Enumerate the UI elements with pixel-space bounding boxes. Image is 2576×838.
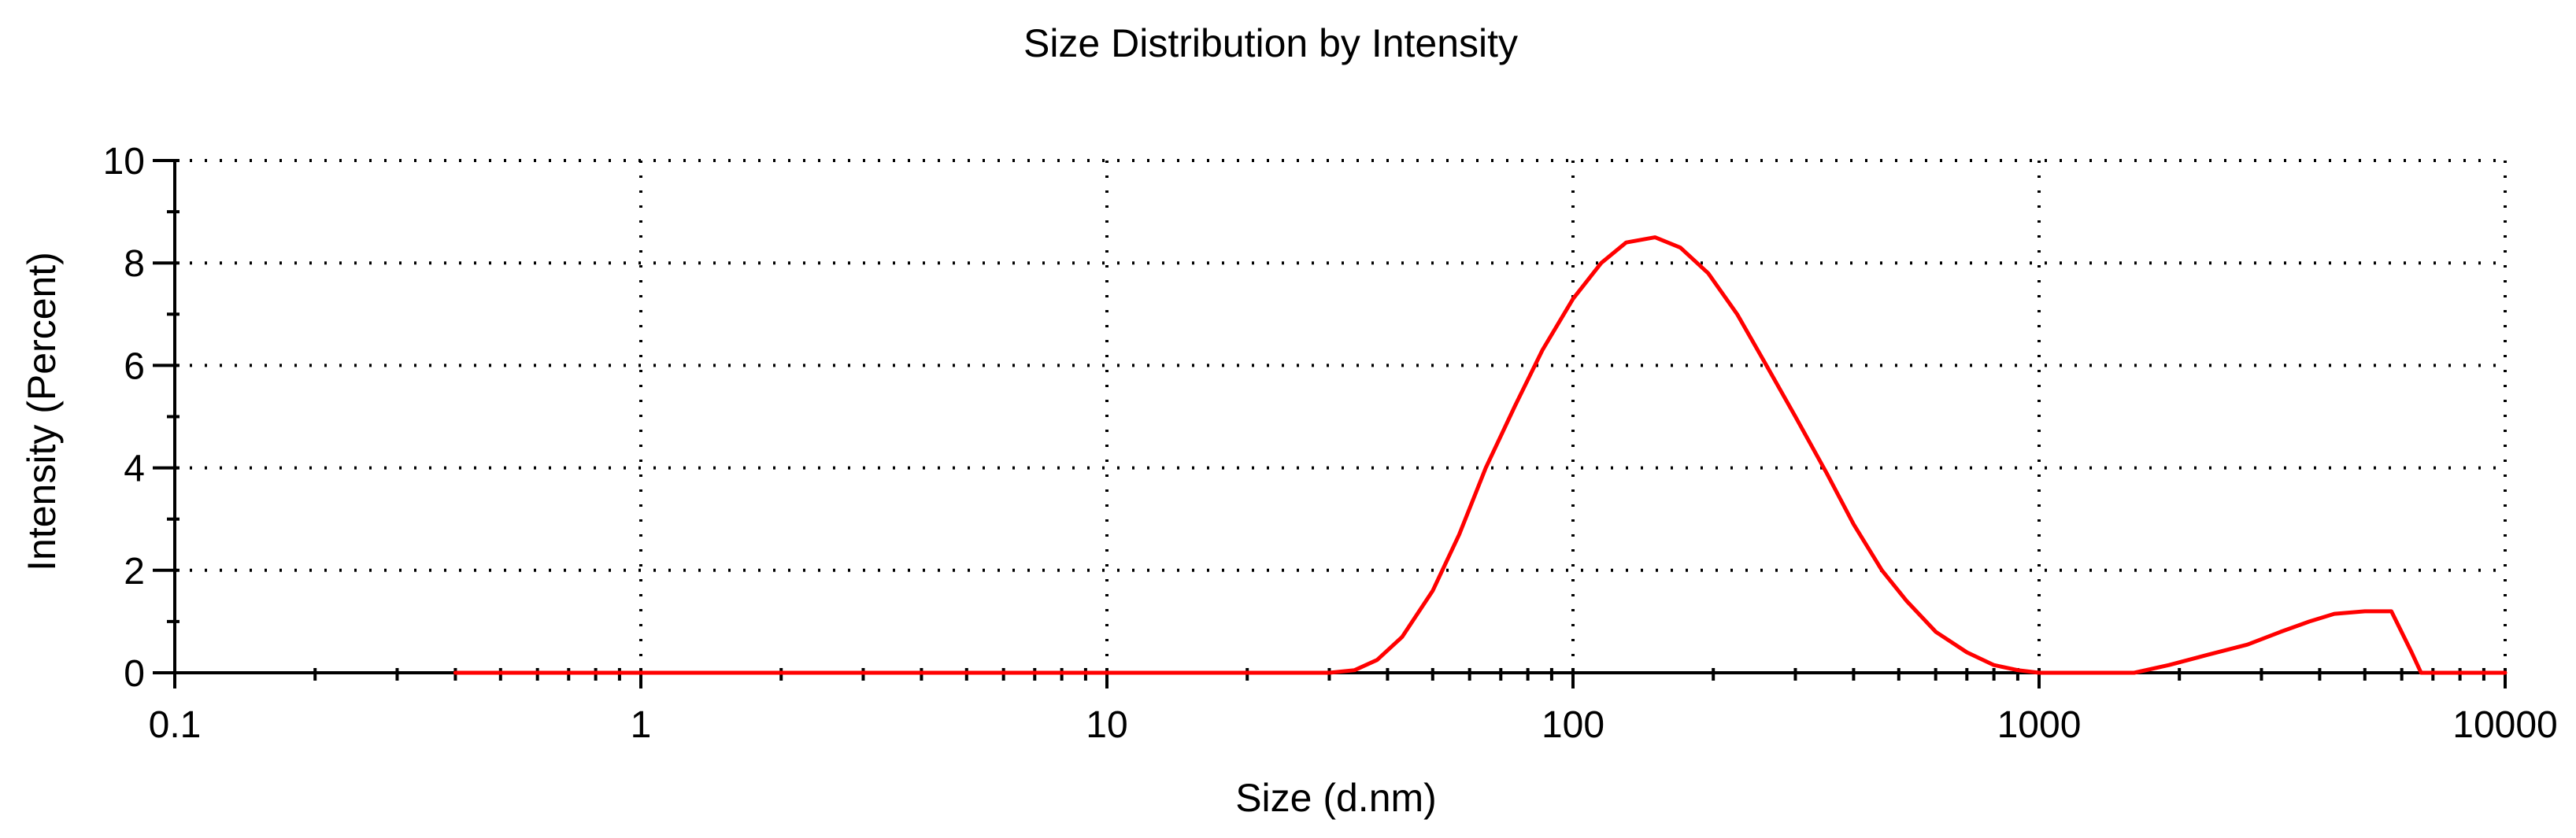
y-tick-label: 8 [124, 243, 145, 285]
x-tick-label: 100 [1542, 704, 1604, 746]
x-tick-label: 1000 [1997, 704, 2082, 746]
x-axis-title: Size (d.nm) [1235, 776, 1437, 820]
series-line [453, 235, 2508, 675]
y-tick-label: 2 [124, 551, 145, 593]
tick-labels: 0 2 4 6 8 10 0.1 1 10 100 1000 10000 [103, 141, 2558, 746]
series-layer [453, 235, 2508, 675]
y-tick-label: 4 [124, 449, 145, 490]
x-tick-label: 0.1 [149, 704, 202, 746]
chart-title: Size Distribution by Intensity [1023, 21, 1518, 65]
y-tick-label: 10 [103, 141, 145, 183]
x-tick-label: 10 [1086, 704, 1127, 746]
y-tick-label: 6 [124, 345, 145, 387]
grid [175, 159, 2507, 673]
y-tick-label: 0 [124, 653, 145, 695]
y-axis-title: Intensity (Percent) [20, 252, 64, 571]
x-tick-label: 10000 [2452, 704, 2557, 746]
x-tick-label: 1 [631, 704, 652, 746]
